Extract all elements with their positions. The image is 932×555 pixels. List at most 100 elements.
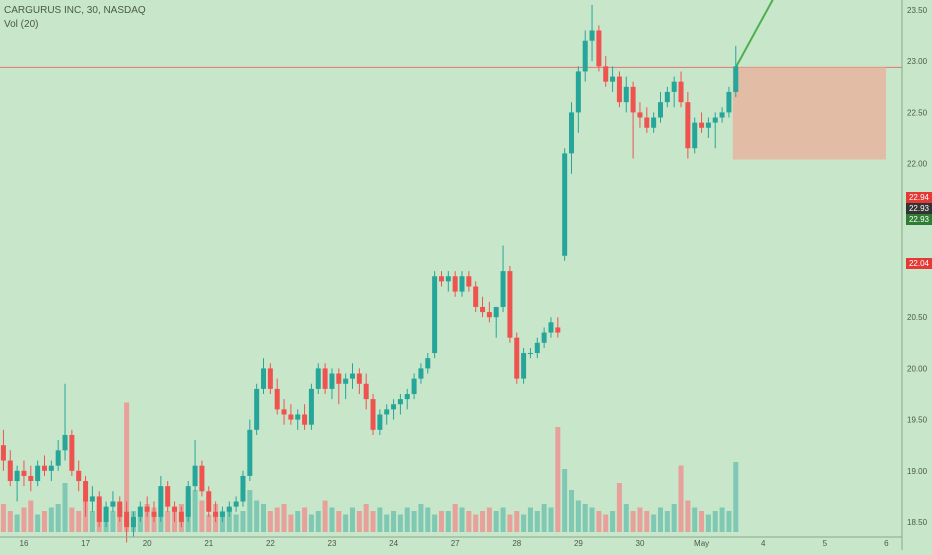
price-tick-label: 19.50 — [907, 416, 928, 425]
price-tick-label: 22.50 — [907, 108, 928, 117]
candle-body — [521, 353, 527, 379]
volume-bar — [575, 500, 581, 532]
stop-price-label: 22.04 — [906, 258, 932, 269]
candle-body — [459, 276, 465, 292]
volume-bar — [685, 500, 691, 532]
volume-bar — [7, 511, 13, 532]
candle-body — [69, 434, 75, 471]
candle-body — [575, 71, 581, 113]
price-tick-label: 20.50 — [907, 313, 928, 322]
candle-body — [466, 276, 472, 287]
candle-body — [603, 66, 609, 82]
volume-bar — [507, 514, 513, 532]
entry-price-label: 22.93 — [906, 214, 932, 225]
candle-body — [486, 312, 492, 318]
volume-bar — [247, 490, 253, 532]
candle-body — [589, 30, 595, 41]
time-tick-label: 23 — [328, 539, 337, 548]
time-tick-label: 29 — [574, 539, 583, 548]
volume-bar — [459, 507, 465, 532]
price-tick-label: 18.50 — [907, 518, 928, 527]
volume-bar — [233, 514, 239, 532]
candle-body — [664, 91, 670, 103]
time-tick-label: 6 — [884, 539, 889, 548]
candle-body — [616, 76, 622, 103]
volume-bar — [267, 511, 273, 532]
candle-body — [151, 511, 157, 517]
candle-body — [363, 383, 369, 400]
candle-body — [103, 506, 109, 522]
volume-layer — [0, 402, 739, 532]
candle-body — [7, 460, 13, 482]
candle-body — [315, 368, 321, 389]
volume-bar — [137, 514, 143, 532]
candle-body — [534, 342, 540, 354]
candle-body — [240, 475, 246, 502]
volume-bar — [254, 500, 260, 532]
candle-body — [582, 40, 588, 72]
candle-body — [76, 470, 82, 482]
volume-bar — [124, 402, 130, 532]
candle-body — [377, 414, 383, 430]
candle-body — [247, 429, 253, 476]
candle-body — [637, 112, 643, 118]
volume-bar — [48, 507, 54, 532]
volume-bar — [596, 511, 602, 532]
volume-bar — [41, 511, 47, 532]
candle-body — [562, 153, 568, 256]
candle-body — [685, 102, 691, 149]
time-tick-label: 17 — [81, 539, 90, 548]
volume-bar — [582, 504, 588, 532]
time-tick-label: 22 — [266, 539, 275, 548]
candle-body — [295, 414, 301, 420]
time-tick-label: 20 — [143, 539, 152, 548]
candle-body — [569, 112, 575, 154]
candle-body — [630, 86, 636, 113]
candle-body — [425, 358, 431, 369]
candle-body — [411, 378, 417, 394]
price-tick-label: 23.50 — [907, 6, 928, 15]
candle-body — [261, 368, 267, 389]
volume-bar — [240, 511, 246, 532]
candle-body — [514, 337, 520, 379]
candle-body — [288, 414, 294, 420]
candle-body — [41, 465, 47, 471]
volume-bar — [349, 507, 355, 532]
volume-bar — [493, 511, 499, 532]
volume-bar — [548, 507, 554, 532]
volume-bar — [514, 511, 520, 532]
volume-bar — [678, 465, 684, 532]
price-tick-label: 19.00 — [907, 467, 928, 476]
candle-body — [432, 276, 438, 354]
volume-bar — [356, 511, 362, 532]
volume-bar — [726, 511, 732, 532]
candle-body — [541, 332, 547, 343]
candle-body — [28, 475, 34, 482]
volume-bar — [480, 511, 486, 532]
candle-body — [0, 445, 6, 461]
volume-bar — [664, 511, 670, 532]
candle-body — [329, 373, 335, 389]
volume-bar — [384, 514, 390, 532]
candle-body — [445, 276, 451, 282]
candle-body — [308, 388, 314, 425]
close-price-label: 22.93 — [906, 203, 932, 214]
candle-body — [192, 465, 198, 487]
candle-body — [302, 414, 308, 425]
candle-body — [213, 511, 219, 517]
volume-bar — [370, 511, 376, 532]
volume-bar — [377, 507, 383, 532]
volume-bar — [610, 511, 616, 532]
volume-bar — [165, 511, 171, 532]
volume-indicator-label[interactable]: Vol (20) — [4, 19, 39, 30]
current-price-label: 22.94 — [906, 192, 932, 203]
candle-body — [397, 399, 403, 405]
volume-bar — [438, 511, 444, 532]
candle-body — [671, 81, 677, 92]
candle-body — [726, 91, 732, 113]
volume-bar — [569, 490, 575, 532]
candle-body — [610, 76, 616, 82]
volume-bar — [486, 507, 492, 532]
candle-body — [596, 30, 602, 67]
